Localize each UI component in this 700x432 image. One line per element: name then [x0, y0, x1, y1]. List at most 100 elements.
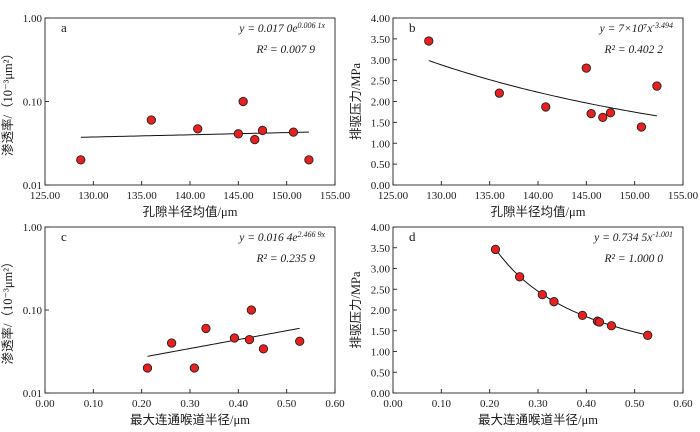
x-tick-label-d: 0.20: [480, 398, 500, 410]
data-point-a: [304, 155, 314, 165]
fit-equation-b: y = 7×10⁷x-3.494: [599, 21, 673, 36]
x-tick-label-d: 0.30: [528, 398, 548, 410]
y-tick-label-b: 1.50: [371, 117, 391, 129]
x-tick-label-a: 130.00: [78, 190, 109, 202]
x-tick-label-b: 155.00: [668, 190, 699, 202]
x-tick-label-d: 0.10: [432, 398, 452, 410]
data-point-c: [246, 305, 257, 315]
y-tick-label-c: 0.01: [23, 388, 42, 400]
r-squared-c: R² = 0.235 9: [256, 253, 316, 265]
y-tick-label-d: 2.00: [371, 305, 391, 317]
x-tick-label-b: 135.00: [475, 190, 506, 202]
x-axis-title-b: 孔隙半径均值/μm: [491, 204, 586, 219]
y-tick-label-b: 2.50: [371, 76, 391, 88]
x-tick-label-a: 150.00: [272, 190, 303, 202]
x-tick-label-c: 0.50: [277, 398, 297, 410]
panel-label-c: c: [61, 229, 67, 244]
fit-equation-d: y = 0.734 5x-1.001: [593, 230, 673, 245]
data-point-b: [424, 36, 434, 46]
data-point-a: [250, 134, 260, 145]
data-point-b: [636, 122, 647, 132]
y-tick-label-b: 1.00: [371, 138, 391, 150]
x-tick-label-d: 0.00: [383, 398, 403, 410]
y-tick-label-b: 4.00: [371, 13, 391, 25]
panel-label-a: a: [61, 20, 67, 35]
data-point-c: [201, 323, 211, 334]
x-tick-label-b: 140.00: [523, 190, 554, 202]
data-point-c: [258, 344, 269, 354]
x-axis-title-c: 最大连通喉道半径/μm: [130, 412, 250, 427]
x-tick-label-a: 140.00: [175, 190, 206, 202]
data-point-b: [586, 108, 596, 119]
y-tick-label-b: 3.50: [371, 34, 391, 46]
fit-curve-a: [80, 131, 309, 138]
x-tick-label-c: 0.10: [84, 398, 104, 410]
y-tick-label-c: 0.10: [23, 305, 43, 317]
data-point-d: [549, 297, 559, 307]
data-point-a: [76, 155, 86, 165]
y-tick-label-a: 0.01: [23, 180, 42, 192]
y-tick-label-d: 2.50: [371, 284, 391, 296]
x-tick-label-c: 0.00: [35, 398, 55, 410]
x-tick-label-c: 0.20: [132, 398, 152, 410]
data-point-c: [295, 336, 305, 346]
y-tick-label-b: 3.00: [371, 55, 391, 67]
fit-curve-c: [147, 327, 300, 357]
x-axis-title-a: 孔隙半径均值/μm: [143, 204, 238, 219]
chart-panel-b: 125.00 130.00 135.00 140.00 145.00 150.00 155.…: [349, 13, 699, 219]
y-axis-title-c: 渗透率/（10⁻³μm²）: [0, 256, 15, 365]
y-tick-label-b: 0.00: [371, 180, 391, 192]
data-point-b: [581, 63, 591, 73]
data-point-c: [229, 333, 240, 343]
x-tick-label-c: 0.30: [180, 398, 200, 410]
y-tick-label-d: 0.00: [371, 388, 391, 400]
y-tick-label-c: 1.00: [23, 222, 43, 234]
y-tick-label-d: 3.00: [371, 264, 391, 276]
x-tick-label-a: 135.00: [127, 190, 158, 202]
x-tick-label-b: 145.00: [571, 190, 602, 202]
panel-label-d: d: [409, 229, 416, 244]
x-tick-label-b: 125.00: [378, 190, 409, 202]
data-point-b: [598, 112, 608, 123]
fit-equation-a: y = 0.017 0e0.006 1x: [238, 21, 325, 36]
r-squared-a: R² = 0.007 9: [256, 44, 316, 56]
r-squared-b: R² = 0.402 2: [604, 44, 664, 56]
data-point-c: [142, 363, 153, 373]
y-tick-label-d: 1.50: [371, 326, 391, 338]
y-tick-label-a: 0.10: [23, 97, 43, 109]
data-point-c: [166, 338, 177, 348]
plot-frame-d: [392, 226, 684, 394]
chart-panel-d: 0.00 0.10 0.20 0.30 0.40 0.50 0.60 0.00 0.50 1.00…: [349, 222, 693, 427]
data-point-b: [541, 102, 551, 112]
data-point-d: [514, 272, 525, 282]
data-point-a: [233, 129, 243, 139]
y-tick-label-d: 0.50: [371, 367, 391, 379]
data-point-b: [494, 88, 504, 98]
x-tick-label-a: 155.00: [320, 190, 351, 202]
chart-panel-c: 0.00 0.10 0.20 0.30 0.40 0.50 0.60 0.01 0.10 1.00…: [0, 222, 345, 427]
fit-equation-c: y = 0.016 4e2.466 9x: [238, 230, 325, 245]
y-tick-label-b: 0.50: [371, 159, 391, 171]
x-tick-label-b: 130.00: [426, 190, 457, 202]
x-tick-label-d: 0.60: [673, 398, 693, 410]
data-point-d: [490, 244, 501, 255]
x-tick-label-d: 0.50: [625, 398, 645, 410]
data-point-a: [146, 115, 156, 125]
data-point-d: [606, 321, 617, 331]
data-point-d: [594, 317, 605, 327]
data-point-c: [189, 363, 200, 373]
y-axis-title-a: 渗透率/（10⁻³μm²）: [0, 47, 15, 156]
data-point-d: [643, 330, 653, 340]
y-tick-label-a: 1.00: [23, 13, 43, 25]
x-tick-label-d: 0.40: [577, 398, 597, 410]
data-point-a: [193, 124, 203, 134]
data-point-d: [577, 310, 588, 321]
x-tick-label-b: 150.00: [620, 190, 651, 202]
data-point-a: [257, 125, 268, 136]
fit-curve-b: [428, 60, 657, 117]
data-point-c: [244, 334, 255, 345]
y-tick-label-d: 4.00: [371, 222, 391, 234]
data-point-a: [288, 127, 299, 137]
x-tick-label-a: 145.00: [223, 190, 254, 202]
